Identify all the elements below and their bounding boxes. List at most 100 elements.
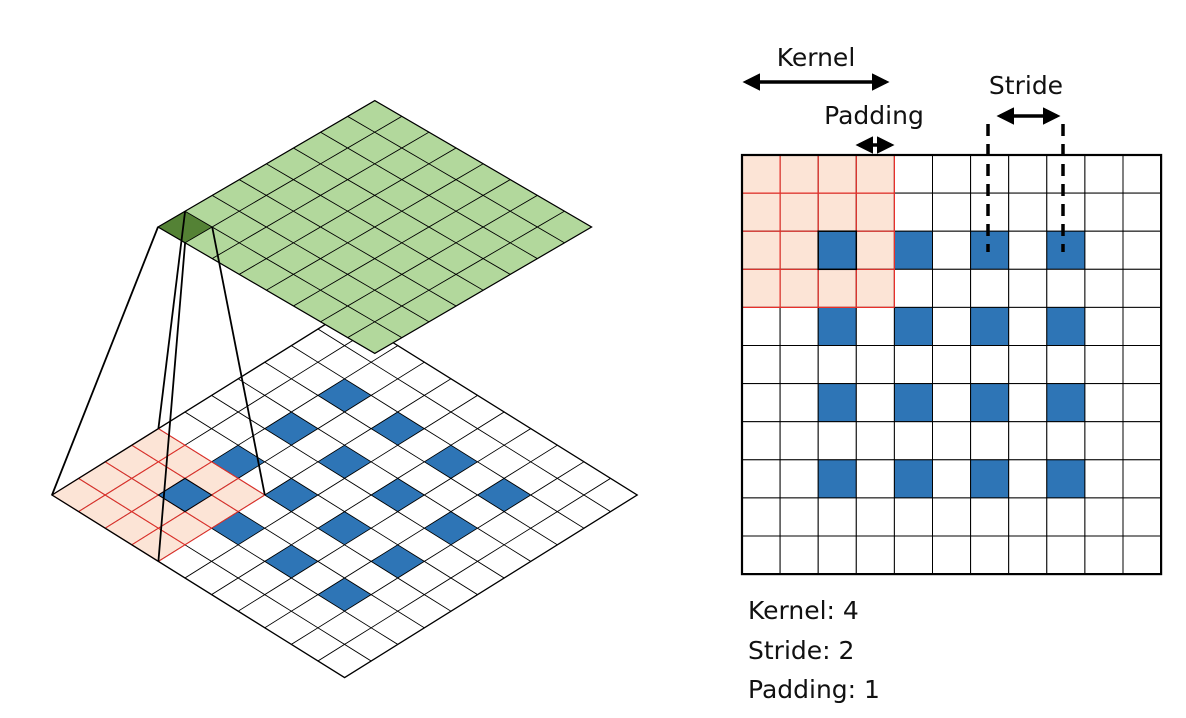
grid-cell: [932, 497, 972, 537]
kernel-cell: [855, 268, 895, 308]
input-cell: [970, 306, 1010, 346]
grid-cell: [741, 345, 781, 385]
grid-cell: [932, 154, 972, 194]
grid-cell: [1046, 421, 1086, 461]
grid-cell: [817, 345, 857, 385]
stride-label: Stride: [989, 71, 1063, 100]
input-cell: [817, 383, 857, 423]
grid-cell: [893, 192, 934, 232]
grid-cell: [1084, 497, 1124, 537]
grid-cell: [741, 497, 781, 537]
grid-cell: [1122, 154, 1162, 194]
grid-cell: [779, 535, 819, 575]
grid-cell: [855, 421, 895, 461]
grid-cell: [779, 459, 819, 499]
padding-label: Padding: [824, 101, 924, 130]
isometric-input-grid: [50, 311, 639, 679]
projection-line: [157, 211, 186, 429]
grid-cell: [1084, 230, 1124, 270]
output-border: [156, 99, 593, 355]
grid-cell: [893, 154, 934, 194]
kernel-cell: [855, 230, 895, 270]
grid-cell: [779, 497, 819, 537]
grid-cell: [932, 535, 972, 575]
grid-cell: [970, 535, 1010, 575]
grid-cell: [970, 345, 1010, 385]
grid-cell: [741, 459, 781, 499]
kernel-cell: [855, 154, 895, 194]
kernel-cell: [779, 154, 819, 194]
kernel-cell: [817, 268, 857, 308]
kernel-cell: [741, 154, 781, 194]
input-cell: [1046, 383, 1086, 423]
grid-cell: [932, 268, 972, 308]
grid-cell: [1084, 535, 1124, 575]
projection-line: [51, 226, 159, 496]
kernel-cell: [741, 192, 781, 232]
grid-cell: [1008, 154, 1048, 194]
kernel-cell: [817, 154, 857, 194]
kernel-cell: [779, 230, 819, 270]
grid-cell: [970, 421, 1010, 461]
grid-cell: [1008, 459, 1048, 499]
grid-cell: [1084, 421, 1124, 461]
grid-cell: [741, 306, 781, 346]
grid-cell: [855, 459, 895, 499]
grid-cell: [855, 383, 895, 423]
input-cell: [817, 306, 857, 346]
grid-cell: [1084, 268, 1124, 308]
grid-cell: [1084, 192, 1124, 232]
grid-border: [740, 153, 1163, 576]
grid-cell: [1122, 306, 1162, 346]
projection-line: [211, 226, 266, 496]
grid-cell: [1122, 421, 1162, 461]
grid-cell: [1122, 535, 1162, 575]
grid-cell: [1122, 383, 1162, 423]
input-cell: [1046, 459, 1086, 499]
grid-cell: [932, 230, 972, 270]
param-stride: Stride: 2: [748, 636, 855, 665]
grid-cell: [893, 535, 934, 575]
grid-cell: [1008, 383, 1048, 423]
grid-cell: [1046, 154, 1086, 194]
flat-annotations: Kernel Padding Stride: [742, 43, 1065, 252]
grid-cell: [1046, 345, 1086, 385]
receptive-field-lines: [51, 211, 266, 562]
grid-cell: [741, 535, 781, 575]
kernel-line: [158, 428, 266, 496]
grid-cell: [1084, 306, 1124, 346]
kernel-line: [158, 494, 266, 562]
grid-cell: [779, 306, 819, 346]
grid-cell: [893, 497, 934, 537]
input-cell: [893, 383, 934, 423]
grid-cell: [1008, 497, 1048, 537]
grid-cell: [932, 383, 972, 423]
grid-cell: [932, 192, 972, 232]
kernel-cell: [855, 192, 895, 232]
grid-cell: [932, 345, 972, 385]
grid-cell: [893, 421, 934, 461]
grid-cell: [855, 497, 895, 537]
grid-cell: [1008, 268, 1048, 308]
grid-cell: [1122, 459, 1162, 499]
input-cell: [817, 459, 857, 499]
grid-cell: [779, 345, 819, 385]
grid-cell: [1046, 497, 1086, 537]
kernel-cell: [741, 268, 781, 308]
grid-cell: [741, 421, 781, 461]
isometric-output-grid: [156, 99, 593, 355]
grid-cell: [1008, 345, 1048, 385]
kernel-cell: [817, 192, 857, 232]
grid-cell: [1008, 306, 1048, 346]
grid-cell: [1084, 345, 1124, 385]
input-cell: [893, 230, 934, 270]
input-cell: [1046, 306, 1086, 346]
input-cell: [157, 477, 213, 513]
grid-cell: [1122, 192, 1162, 232]
grid-cell: [1046, 192, 1086, 232]
input-cell: [817, 230, 858, 271]
grid-cell: [855, 306, 895, 346]
input-cell: [970, 459, 1010, 499]
grid-cell: [970, 268, 1010, 308]
